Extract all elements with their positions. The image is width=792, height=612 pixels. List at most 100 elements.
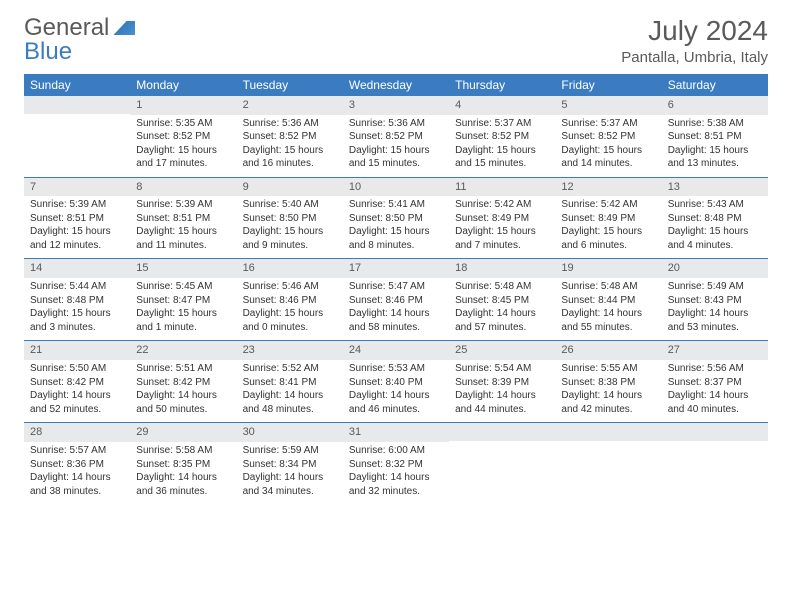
- sunset-line: Sunset: 8:50 PM: [243, 212, 337, 226]
- day-body: Sunrise: 5:51 AMSunset: 8:42 PMDaylight:…: [130, 360, 236, 422]
- daylight-line: Daylight: 15 hours and 11 minutes.: [136, 225, 230, 252]
- daylight-line: Daylight: 15 hours and 6 minutes.: [561, 225, 655, 252]
- day-number: 10: [343, 178, 449, 197]
- day-body: Sunrise: 5:37 AMSunset: 8:52 PMDaylight:…: [555, 115, 661, 177]
- day-number: 3: [343, 96, 449, 115]
- day-number: 29: [130, 423, 236, 442]
- sunrise-line: Sunrise: 5:39 AM: [30, 198, 124, 212]
- day-number: 24: [343, 341, 449, 360]
- day-number: 14: [24, 259, 130, 278]
- sunrise-line: Sunrise: 5:45 AM: [136, 280, 230, 294]
- calendar-day-cell: 5Sunrise: 5:37 AMSunset: 8:52 PMDaylight…: [555, 96, 661, 177]
- logo-text-blue: Blue: [24, 38, 72, 65]
- daylight-line: Daylight: 14 hours and 52 minutes.: [30, 389, 124, 416]
- day-body: Sunrise: 5:59 AMSunset: 8:34 PMDaylight:…: [237, 442, 343, 504]
- calendar-day-cell: 26Sunrise: 5:55 AMSunset: 8:38 PMDayligh…: [555, 341, 661, 423]
- day-body: Sunrise: 5:37 AMSunset: 8:52 PMDaylight:…: [449, 115, 555, 177]
- sunrise-line: Sunrise: 5:43 AM: [668, 198, 762, 212]
- weekday-header: Monday: [130, 74, 236, 96]
- day-number: 30: [237, 423, 343, 442]
- calendar-day-cell: 1Sunrise: 5:35 AMSunset: 8:52 PMDaylight…: [130, 96, 236, 177]
- day-body: Sunrise: 5:36 AMSunset: 8:52 PMDaylight:…: [237, 115, 343, 177]
- day-number: 16: [237, 259, 343, 278]
- sunrise-line: Sunrise: 5:35 AM: [136, 117, 230, 131]
- calendar-day-cell: 3Sunrise: 5:36 AMSunset: 8:52 PMDaylight…: [343, 96, 449, 177]
- day-number: 21: [24, 341, 130, 360]
- sunset-line: Sunset: 8:52 PM: [243, 130, 337, 144]
- day-body-empty: [24, 114, 130, 170]
- day-number: 5: [555, 96, 661, 115]
- day-body: Sunrise: 5:39 AMSunset: 8:51 PMDaylight:…: [130, 196, 236, 258]
- daylight-line: Daylight: 15 hours and 15 minutes.: [349, 144, 443, 171]
- day-body: Sunrise: 5:53 AMSunset: 8:40 PMDaylight:…: [343, 360, 449, 422]
- day-body: Sunrise: 5:46 AMSunset: 8:46 PMDaylight:…: [237, 278, 343, 340]
- calendar-day-cell: 9Sunrise: 5:40 AMSunset: 8:50 PMDaylight…: [237, 177, 343, 259]
- sunset-line: Sunset: 8:43 PM: [668, 294, 762, 308]
- calendar-body: 1Sunrise: 5:35 AMSunset: 8:52 PMDaylight…: [24, 96, 768, 504]
- calendar-day-cell: 31Sunrise: 6:00 AMSunset: 8:32 PMDayligh…: [343, 423, 449, 504]
- daylight-line: Daylight: 14 hours and 53 minutes.: [668, 307, 762, 334]
- sunrise-line: Sunrise: 5:38 AM: [668, 117, 762, 131]
- day-body: Sunrise: 6:00 AMSunset: 8:32 PMDaylight:…: [343, 442, 449, 504]
- weekday-header: Sunday: [24, 74, 130, 96]
- day-body-empty: [662, 441, 768, 497]
- calendar-week-row: 28Sunrise: 5:57 AMSunset: 8:36 PMDayligh…: [24, 423, 768, 504]
- calendar-day-cell: [555, 423, 661, 504]
- weekday-header: Tuesday: [237, 74, 343, 96]
- sunset-line: Sunset: 8:37 PM: [668, 376, 762, 390]
- location: Pantalla, Umbria, Italy: [621, 49, 768, 66]
- sunset-line: Sunset: 8:52 PM: [561, 130, 655, 144]
- sunrise-line: Sunrise: 5:53 AM: [349, 362, 443, 376]
- day-body: Sunrise: 5:45 AMSunset: 8:47 PMDaylight:…: [130, 278, 236, 340]
- daylight-line: Daylight: 14 hours and 50 minutes.: [136, 389, 230, 416]
- day-number: 23: [237, 341, 343, 360]
- day-body: Sunrise: 5:52 AMSunset: 8:41 PMDaylight:…: [237, 360, 343, 422]
- day-body: Sunrise: 5:49 AMSunset: 8:43 PMDaylight:…: [662, 278, 768, 340]
- calendar-day-cell: 15Sunrise: 5:45 AMSunset: 8:47 PMDayligh…: [130, 259, 236, 341]
- calendar-day-cell: 25Sunrise: 5:54 AMSunset: 8:39 PMDayligh…: [449, 341, 555, 423]
- sunset-line: Sunset: 8:35 PM: [136, 458, 230, 472]
- daylight-line: Daylight: 15 hours and 1 minute.: [136, 307, 230, 334]
- daylight-line: Daylight: 14 hours and 58 minutes.: [349, 307, 443, 334]
- calendar-day-cell: 29Sunrise: 5:58 AMSunset: 8:35 PMDayligh…: [130, 423, 236, 504]
- sunrise-line: Sunrise: 5:42 AM: [455, 198, 549, 212]
- sunrise-line: Sunrise: 5:42 AM: [561, 198, 655, 212]
- day-number: 7: [24, 178, 130, 197]
- calendar-day-cell: 8Sunrise: 5:39 AMSunset: 8:51 PMDaylight…: [130, 177, 236, 259]
- daylight-line: Daylight: 15 hours and 16 minutes.: [243, 144, 337, 171]
- daylight-line: Daylight: 14 hours and 48 minutes.: [243, 389, 337, 416]
- day-number: 15: [130, 259, 236, 278]
- day-number: 25: [449, 341, 555, 360]
- daylight-line: Daylight: 15 hours and 13 minutes.: [668, 144, 762, 171]
- calendar-header-row: SundayMondayTuesdayWednesdayThursdayFrid…: [24, 74, 768, 96]
- day-body: Sunrise: 5:57 AMSunset: 8:36 PMDaylight:…: [24, 442, 130, 504]
- calendar-week-row: 7Sunrise: 5:39 AMSunset: 8:51 PMDaylight…: [24, 177, 768, 259]
- calendar-day-cell: 6Sunrise: 5:38 AMSunset: 8:51 PMDaylight…: [662, 96, 768, 177]
- day-number: 28: [24, 423, 130, 442]
- daylight-line: Daylight: 15 hours and 17 minutes.: [136, 144, 230, 171]
- sunrise-line: Sunrise: 5:36 AM: [243, 117, 337, 131]
- calendar-day-cell: 7Sunrise: 5:39 AMSunset: 8:51 PMDaylight…: [24, 177, 130, 259]
- calendar-table: SundayMondayTuesdayWednesdayThursdayFrid…: [24, 74, 768, 504]
- calendar-day-cell: 19Sunrise: 5:48 AMSunset: 8:44 PMDayligh…: [555, 259, 661, 341]
- sunset-line: Sunset: 8:42 PM: [30, 376, 124, 390]
- day-body: Sunrise: 5:40 AMSunset: 8:50 PMDaylight:…: [237, 196, 343, 258]
- day-number-empty: [24, 96, 130, 114]
- day-body: Sunrise: 5:43 AMSunset: 8:48 PMDaylight:…: [662, 196, 768, 258]
- sunrise-line: Sunrise: 5:59 AM: [243, 444, 337, 458]
- daylight-line: Daylight: 14 hours and 34 minutes.: [243, 471, 337, 498]
- day-number: 2: [237, 96, 343, 115]
- daylight-line: Daylight: 15 hours and 12 minutes.: [30, 225, 124, 252]
- calendar-day-cell: 28Sunrise: 5:57 AMSunset: 8:36 PMDayligh…: [24, 423, 130, 504]
- calendar-day-cell: 20Sunrise: 5:49 AMSunset: 8:43 PMDayligh…: [662, 259, 768, 341]
- sunrise-line: Sunrise: 5:39 AM: [136, 198, 230, 212]
- sunset-line: Sunset: 8:40 PM: [349, 376, 443, 390]
- sunset-line: Sunset: 8:51 PM: [136, 212, 230, 226]
- sunrise-line: Sunrise: 5:46 AM: [243, 280, 337, 294]
- day-body-empty: [449, 441, 555, 497]
- day-number: 31: [343, 423, 449, 442]
- sunset-line: Sunset: 8:49 PM: [455, 212, 549, 226]
- sunrise-line: Sunrise: 5:40 AM: [243, 198, 337, 212]
- day-number: 27: [662, 341, 768, 360]
- daylight-line: Daylight: 15 hours and 14 minutes.: [561, 144, 655, 171]
